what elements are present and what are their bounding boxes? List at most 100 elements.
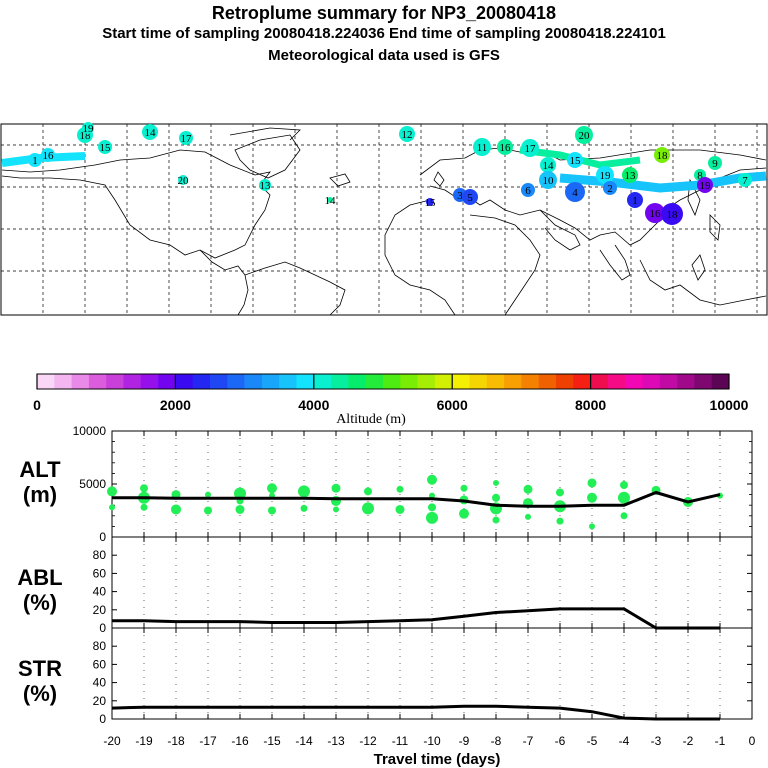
trajectory-label: 17	[525, 143, 537, 155]
altitude-point	[362, 502, 374, 515]
y-tick-label: 5000	[79, 477, 106, 491]
trajectory-marker	[645, 203, 665, 223]
trajectory-marker	[179, 131, 193, 145]
trajectory-label: 20	[579, 130, 591, 142]
panel-label: ALT	[19, 457, 61, 482]
colorbar-swatch	[313, 374, 332, 389]
altitude-point	[460, 484, 468, 492]
trajectory-marker	[28, 153, 42, 167]
trajectory-marker	[178, 175, 188, 185]
altitude-point	[618, 491, 630, 504]
colorbar-swatch	[486, 374, 505, 389]
x-tick-label: -10	[423, 734, 441, 748]
altitude-point	[587, 478, 597, 488]
colorbar-tick-label: 4000	[298, 397, 329, 413]
trajectory-label: 5	[467, 192, 473, 204]
colorbar-swatch	[469, 374, 488, 389]
colorbar-swatch	[244, 374, 263, 389]
colorbar-swatch	[71, 374, 90, 389]
x-tick-label: -19	[135, 734, 153, 748]
colorbar-swatch	[175, 374, 193, 389]
y-tick-label: 40	[93, 585, 107, 599]
sampling-time-line: Start time of sampling 20080418.224036 E…	[102, 25, 666, 42]
trajectory-label: 19	[600, 170, 612, 182]
trajectory-label: 14	[145, 127, 157, 139]
x-tick-label: -3	[651, 734, 662, 748]
x-tick-label: -1	[715, 734, 726, 748]
trajectory-label: 18	[80, 130, 92, 142]
altitude-point	[620, 512, 628, 520]
altitude-point	[426, 511, 438, 524]
x-axis-label: Travel time (days)	[374, 751, 501, 768]
colorbar-swatch	[607, 374, 626, 389]
trajectory-label: 15	[425, 197, 437, 209]
y-tick-label: 60	[93, 566, 107, 580]
trajectory-label: 16	[500, 142, 512, 154]
colorbar-swatch	[279, 374, 297, 389]
altitude-point	[459, 508, 469, 519]
altitude-point	[556, 488, 564, 497]
altitude-point	[235, 504, 245, 514]
trajectory-marker	[567, 152, 583, 168]
colorbar-swatch	[383, 374, 401, 389]
altitude-point	[268, 506, 276, 515]
altitude-point	[395, 504, 405, 514]
colorbar-swatch	[521, 374, 539, 389]
panel-abl: 0 20 40 60 80 ABL(%)	[17, 536, 753, 635]
altitude-point	[492, 493, 500, 502]
trajectory-marker	[627, 192, 643, 208]
x-tick-label: -11	[392, 734, 409, 748]
trajectory-marker	[462, 189, 478, 205]
x-tick-label: -15	[263, 734, 281, 748]
altitude-point	[204, 506, 212, 515]
x-tick-label: -2	[683, 734, 694, 748]
colorbar-swatch	[365, 374, 384, 389]
colorbar-swatch	[192, 374, 211, 389]
trajectory-label: 19	[83, 123, 95, 135]
trajectory-label: 16	[650, 208, 662, 220]
trajectory-marker	[327, 197, 333, 203]
series-line	[112, 490, 721, 508]
altitude-point	[333, 506, 339, 513]
altitude-point	[396, 485, 404, 493]
altitude-point	[589, 523, 595, 530]
x-tick-label: 0	[749, 734, 756, 748]
colorbar-axis-label: Altitude (m)	[336, 412, 406, 427]
time-series-panels: 0500010000ALT(m)020406080ABL(%)020406080…	[17, 424, 755, 768]
trajectory-marker	[596, 166, 614, 184]
trajectory-marker	[575, 126, 593, 144]
trajectory-marker	[565, 182, 585, 202]
trajectory-marker	[622, 167, 638, 183]
colorbar-swatch	[158, 374, 176, 389]
trajectory-label: 4	[572, 187, 578, 199]
trajectory-marker	[654, 147, 670, 163]
panel-unit: (%)	[23, 681, 57, 706]
trajectory-label: 2	[607, 183, 613, 195]
x-tick-label: -8	[491, 734, 502, 748]
x-tick-label: -7	[523, 734, 534, 748]
x-tick-label: -14	[295, 734, 313, 748]
trajectory-marker	[399, 126, 415, 142]
colorbar-swatch	[538, 374, 557, 389]
y-tick-label: 20	[93, 603, 107, 617]
colorbar-swatch	[452, 374, 470, 389]
colorbar-swatch	[573, 374, 591, 389]
colorbar-swatch	[659, 374, 678, 389]
altitude-point	[493, 479, 499, 486]
trajectory-label: 7	[742, 175, 748, 187]
colorbar-swatch	[642, 374, 661, 389]
colorbar-swatch	[504, 374, 522, 389]
trajectory-label: 15	[570, 155, 582, 167]
altitude-point	[300, 504, 308, 512]
trajectory-marker	[603, 181, 617, 195]
colorbar-tick-label: 0	[33, 397, 41, 413]
altitude-point	[171, 504, 181, 515]
trajectory-label: 14	[543, 160, 555, 172]
altitude-point	[429, 492, 435, 499]
y-tick-label: 80	[93, 548, 107, 562]
trajectory-label: 6	[525, 185, 531, 197]
colorbar-swatch	[400, 374, 418, 389]
trajectory-label: 8	[697, 170, 703, 182]
x-tick-label: -4	[619, 734, 630, 748]
met-data-line: Meteorological data used is GFS	[268, 47, 500, 64]
